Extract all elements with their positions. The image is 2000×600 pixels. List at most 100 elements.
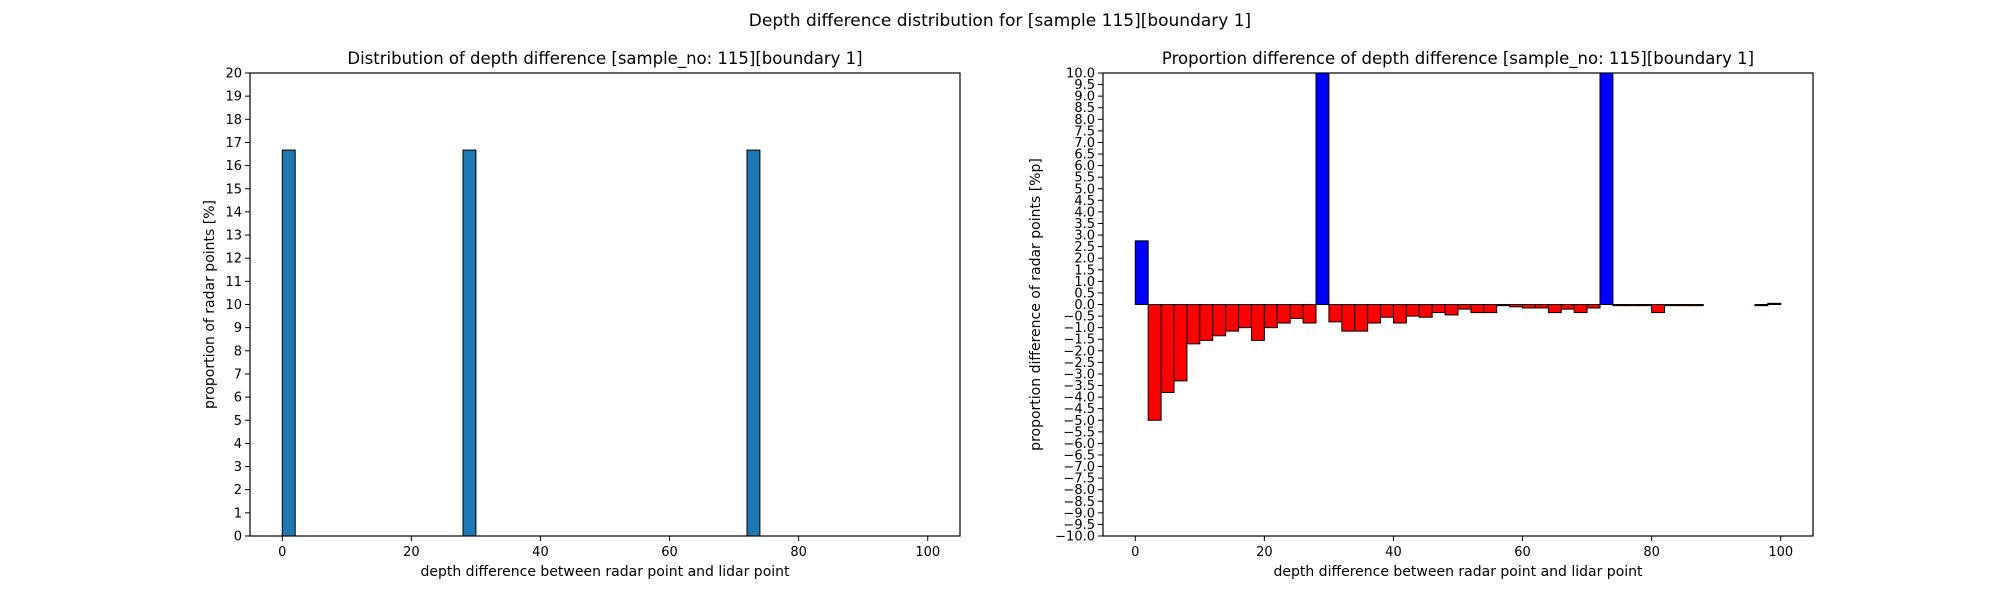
y-tick-label: 1.5	[1074, 263, 1095, 278]
y-tick-label: 6	[234, 391, 242, 406]
y-tick-label: 3.0	[1074, 229, 1095, 244]
plot-frame	[249, 72, 961, 537]
bar	[1354, 304, 1369, 332]
y-tick-label: −7.5	[1063, 472, 1095, 487]
bar	[1509, 304, 1524, 308]
bar	[1431, 304, 1446, 314]
y-tick-label: −3.0	[1063, 367, 1095, 382]
x-tick-label: 60	[661, 545, 678, 560]
bar	[1573, 304, 1588, 314]
bar	[1547, 304, 1562, 314]
y-tick-label: 19	[225, 90, 242, 105]
y-tick-label: 3.5	[1074, 217, 1095, 232]
bar	[1380, 304, 1394, 318]
y-tick-label: 7.5	[1074, 124, 1095, 139]
y-tick-label: 8.0	[1074, 113, 1095, 128]
bar	[1147, 304, 1162, 421]
bar	[1238, 304, 1252, 329]
y-tick-label: 5.0	[1074, 182, 1095, 197]
y-tick-label: −3.5	[1063, 379, 1095, 394]
bar	[1612, 304, 1627, 307]
y-tick-label: 17	[225, 136, 242, 151]
y-tick-label: 4.5	[1074, 194, 1095, 209]
bar	[1496, 304, 1511, 307]
bar	[1392, 304, 1407, 324]
bar	[746, 149, 761, 537]
bar	[1199, 304, 1214, 341]
y-tick-label: 15	[225, 182, 242, 197]
bar	[1328, 304, 1343, 323]
y-tick-label: −4.5	[1063, 402, 1095, 417]
bar	[1212, 304, 1227, 337]
y-tick-label: −2.0	[1063, 344, 1095, 359]
x-tick-label: 40	[1385, 545, 1402, 560]
y-tick-label: 9.5	[1074, 78, 1095, 93]
bar	[462, 149, 477, 537]
y-tick-label: −5.5	[1063, 425, 1095, 440]
y-tick-label: −10.0	[1055, 530, 1095, 545]
y-tick-label: 9.0	[1074, 90, 1095, 105]
y-tick-label: 16	[225, 159, 242, 174]
y-tick-label: 5	[234, 414, 242, 429]
bar	[1186, 304, 1201, 345]
bar	[1586, 304, 1601, 309]
y-tick-label: −4.0	[1063, 391, 1095, 406]
figure-title: Depth difference distribution for [sampl…	[749, 11, 1251, 31]
y-tick-label: −1.5	[1063, 333, 1095, 348]
y-tick-label: 4.0	[1074, 205, 1095, 220]
bar	[281, 149, 296, 537]
y-tick-label: 8.5	[1074, 101, 1095, 116]
bar	[1173, 304, 1188, 382]
y-axis-label: proportion of radar points [%]	[202, 200, 218, 409]
bar	[1664, 304, 1678, 307]
bar	[1676, 304, 1691, 307]
bar	[1160, 304, 1175, 393]
bar	[1534, 304, 1549, 309]
y-tick-label: 20	[225, 67, 242, 82]
bar	[1315, 72, 1330, 305]
bar	[1483, 304, 1498, 314]
bar	[1250, 304, 1265, 341]
y-tick-label: −0.5	[1063, 310, 1095, 325]
y-tick-label: 10	[225, 298, 242, 313]
y-tick-label: 3	[234, 460, 242, 475]
x-tick-label: 20	[1256, 545, 1273, 560]
bars	[281, 149, 761, 537]
y-tick-label: 0.0	[1074, 298, 1095, 313]
bar	[1444, 304, 1459, 316]
y-tick-label: 7.0	[1074, 136, 1095, 151]
x-tick-label: 0	[1131, 545, 1139, 560]
x-tick-label: 0	[278, 545, 286, 560]
y-tick-label: 14	[225, 205, 242, 220]
y-tick-label: −6.5	[1063, 448, 1095, 463]
y-tick-label: 6.0	[1074, 159, 1095, 174]
y-tick-label: 7	[234, 367, 242, 382]
y-tick-label: −6.0	[1063, 437, 1095, 452]
x-tick-label: 20	[403, 545, 420, 560]
bar	[1470, 304, 1485, 314]
x-tick-label: 60	[1514, 545, 1531, 560]
bar	[1302, 304, 1317, 324]
x-tick-label: 80	[1643, 545, 1660, 560]
bar	[1418, 304, 1433, 318]
bar	[1289, 304, 1304, 319]
bars	[1134, 72, 1782, 421]
y-tick-label: −1.0	[1063, 321, 1095, 336]
y-tick-label: 2.0	[1074, 252, 1095, 267]
x-axis-ticks: 0 20 40 60 80 100	[1131, 536, 1793, 560]
y-tick-label: −5.0	[1063, 414, 1095, 429]
bar	[1689, 304, 1704, 307]
bar	[1367, 304, 1382, 324]
distribution-chart: Distribution of depth difference [sample…	[202, 49, 961, 580]
x-axis-label: depth difference between radar point and…	[420, 564, 790, 580]
y-tick-label: −8.5	[1063, 495, 1095, 510]
bar	[1638, 304, 1653, 307]
y-tick-label: 2.5	[1074, 240, 1095, 255]
y-tick-label: 5.5	[1074, 171, 1095, 186]
y-tick-label: 18	[225, 113, 242, 128]
chart-title: Proportion difference of depth differenc…	[1162, 49, 1754, 69]
y-tick-label: 12	[225, 252, 242, 267]
y-tick-label: 10.0	[1066, 67, 1095, 82]
